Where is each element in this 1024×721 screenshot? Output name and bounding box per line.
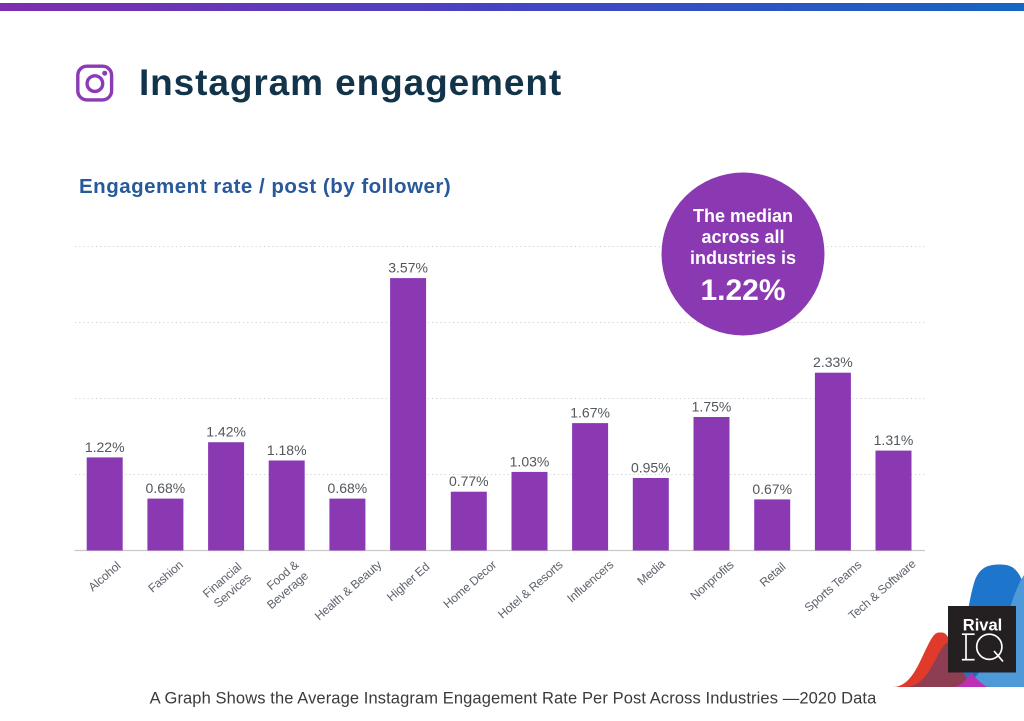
svg-text:The median: The median	[693, 206, 793, 226]
svg-text:Higher Ed: Higher Ed	[384, 560, 432, 604]
svg-text:Food &Beverage: Food &Beverage	[255, 557, 312, 612]
svg-text:0.67%: 0.67%	[752, 481, 792, 497]
svg-text:1.22%: 1.22%	[85, 439, 125, 455]
svg-text:1.75%: 1.75%	[692, 399, 732, 415]
svg-text:industries is: industries is	[690, 248, 796, 268]
svg-text:A Graph Shows the Average Inst: A Graph Shows the Average Instagram Enga…	[150, 690, 877, 708]
svg-text:FinancialServices: FinancialServices	[200, 560, 254, 612]
svg-text:Retail: Retail	[757, 560, 788, 590]
svg-text:3.57%: 3.57%	[388, 260, 428, 276]
svg-text:0.95%: 0.95%	[631, 460, 671, 476]
svg-text:Hotel & Resorts: Hotel & Resorts	[495, 558, 565, 622]
svg-text:Alcohol: Alcohol	[86, 559, 124, 594]
svg-text:0.77%: 0.77%	[449, 473, 489, 489]
svg-text:Instagram engagement: Instagram engagement	[139, 62, 562, 103]
svg-text:1.31%: 1.31%	[874, 432, 914, 448]
svg-text:1.42%: 1.42%	[206, 424, 246, 440]
svg-text:Engagement rate / post (by fol: Engagement rate / post (by follower)	[79, 175, 451, 198]
svg-text:Home Decor: Home Decor	[441, 558, 500, 612]
svg-text:0.68%: 0.68%	[146, 480, 186, 496]
svg-text:Fashion: Fashion	[145, 558, 185, 596]
svg-text:Influencers: Influencers	[564, 558, 616, 606]
svg-text:Nonprofits: Nonprofits	[688, 558, 737, 603]
svg-text:2.33%: 2.33%	[813, 354, 853, 370]
svg-text:1.22%: 1.22%	[700, 274, 785, 307]
svg-text:Rival: Rival	[963, 617, 1002, 635]
svg-text:across all: across all	[701, 227, 784, 247]
svg-text:Health & Beauty: Health & Beauty	[312, 558, 385, 624]
svg-text:1.18%: 1.18%	[267, 442, 307, 458]
svg-text:1.03%: 1.03%	[510, 453, 550, 469]
svg-text:0.68%: 0.68%	[328, 480, 368, 496]
svg-text:1.67%: 1.67%	[570, 405, 610, 421]
svg-text:Media: Media	[634, 556, 667, 588]
